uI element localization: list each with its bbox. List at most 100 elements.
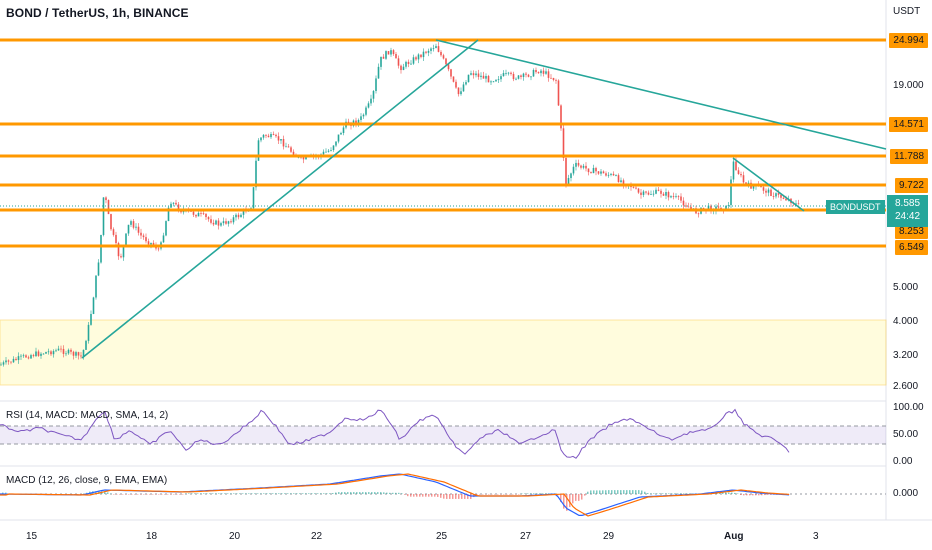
candle-body — [337, 134, 340, 142]
candle-body — [525, 73, 527, 75]
candle-body — [387, 51, 390, 55]
time-label-18: 18 — [146, 531, 158, 542]
downtrend-line-major[interactable] — [435, 39, 887, 150]
candle-body — [520, 75, 522, 77]
level-tag-9722[interactable]: 9.722 — [894, 178, 928, 193]
candle-body — [642, 191, 645, 195]
price-tick-19: 19.000 — [893, 80, 924, 91]
candle-body — [267, 135, 270, 138]
support-zone[interactable] — [0, 319, 887, 386]
candle-body — [487, 75, 490, 83]
candle-body — [655, 189, 657, 194]
candle-body — [110, 214, 112, 230]
candle-body — [482, 75, 485, 79]
macd-histogram-bar — [383, 492, 385, 494]
candle-body — [142, 235, 145, 238]
candle-body — [235, 214, 237, 218]
candle-body — [662, 193, 665, 196]
candle-body — [715, 206, 717, 211]
candle-body — [192, 211, 195, 215]
candle-body — [737, 170, 740, 174]
macd-histogram-bar — [185, 493, 187, 494]
macd-histogram-bar — [431, 494, 433, 497]
macd-histogram-bar — [722, 492, 724, 494]
candle-body — [390, 50, 392, 55]
candle-body — [85, 340, 87, 350]
candle-body — [492, 81, 495, 83]
macd-histogram-bar — [122, 494, 124, 495]
candle-body — [375, 78, 377, 91]
candle-body — [455, 81, 457, 88]
macd-histogram-bar — [458, 494, 460, 499]
candle-body — [780, 194, 782, 198]
macd-histogram-bar — [491, 494, 493, 495]
macd-histogram-bar — [428, 494, 430, 497]
candle-body — [645, 191, 647, 193]
rsi-tick-50: 50.00 — [893, 429, 919, 440]
candle-body — [67, 349, 70, 354]
level-tag-8253[interactable]: 8.253 — [894, 224, 928, 239]
macd-histogram-bar — [770, 494, 772, 495]
macd-histogram-bar — [452, 494, 454, 499]
candle-body — [115, 234, 117, 244]
macd-histogram-bar — [563, 494, 565, 509]
rsi-title[interactable]: RSI (14, MACD: MACD, SMA, 14, 2) — [6, 410, 169, 421]
candle-body — [480, 75, 482, 77]
candle-body — [490, 81, 492, 83]
uptrend-line[interactable] — [81, 39, 479, 359]
macd-histogram-bar — [569, 494, 571, 508]
macd-histogram-bar — [482, 494, 484, 495]
candle-body — [640, 192, 642, 195]
candle-body — [590, 172, 592, 174]
macd-histogram-bar — [650, 493, 652, 494]
downtrend-line-minor[interactable] — [732, 157, 805, 212]
candle-body — [450, 69, 452, 77]
candle-body — [537, 72, 540, 74]
candle-body — [660, 190, 662, 194]
candle-body — [795, 203, 797, 205]
level-tag-24994[interactable]: 24.994 — [889, 33, 928, 48]
macd-histogram-bar — [254, 493, 256, 494]
macd-histogram-bar — [758, 494, 760, 496]
macd-histogram-bar — [230, 493, 232, 494]
candle-body — [427, 50, 430, 53]
level-tag-14571[interactable]: 14.571 — [889, 117, 928, 132]
macd-histogram-bar — [632, 490, 634, 494]
macd-histogram-bar — [737, 493, 739, 494]
macd-histogram-bar — [335, 492, 337, 494]
macd-title[interactable]: MACD (12, 26, close, 9, EMA, EMA) — [6, 475, 168, 486]
candle-body — [400, 65, 402, 71]
macd-histogram-bar — [200, 493, 202, 494]
candle-body — [647, 192, 650, 195]
candle-body — [240, 214, 242, 218]
candle-body — [262, 134, 265, 138]
candle-body — [5, 360, 7, 363]
candle-body — [172, 202, 175, 204]
candle-body — [460, 91, 462, 95]
candle-body — [760, 186, 762, 188]
macd-histogram-bar — [221, 493, 223, 494]
candle-body — [147, 241, 150, 245]
horizontal-levels[interactable] — [0, 38, 886, 248]
macd-histogram-bar — [167, 494, 169, 495]
rsi-line[interactable] — [0, 408, 790, 459]
candle-body — [727, 205, 730, 206]
candle-body — [500, 76, 502, 80]
macd-histogram-bar — [761, 494, 763, 496]
candle-body — [10, 361, 12, 363]
macd-histogram-bar — [368, 492, 370, 494]
candle-body — [412, 57, 415, 64]
signal-line[interactable] — [0, 473, 790, 517]
level-tag-11788[interactable]: 11.788 — [890, 149, 928, 164]
trend-lines[interactable] — [81, 39, 887, 359]
current-price-tag[interactable]: 8.585 24:42 — [887, 195, 928, 227]
time-label-aug: Aug — [724, 531, 744, 542]
level-tag-6549[interactable]: 6.549 — [894, 240, 928, 255]
time-label-22: 22 — [311, 531, 323, 542]
macd-histogram-bar — [158, 494, 160, 495]
candle-body — [305, 156, 307, 160]
candle-body — [445, 58, 447, 65]
macd-histogram-bar — [422, 494, 424, 497]
macd-histogram-bar — [128, 494, 130, 495]
